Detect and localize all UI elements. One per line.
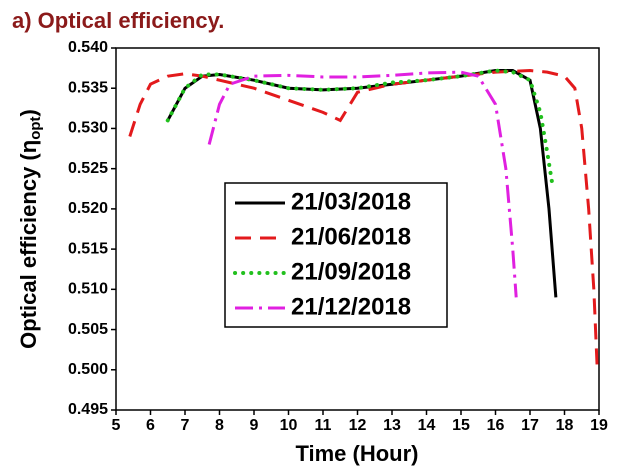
x-tick-label: 7 (181, 417, 190, 434)
x-tick-label: 15 (452, 417, 470, 434)
y-tick-label: 0.495 (68, 401, 108, 418)
y-tick-label: 0.540 (68, 39, 108, 56)
x-tick-label: 16 (487, 417, 505, 434)
x-tick-label: 17 (521, 417, 539, 434)
legend-label: 21/09/2018 (291, 258, 411, 285)
y-tick-label: 0.530 (68, 120, 108, 137)
x-tick-label: 9 (250, 417, 259, 434)
x-tick-label: 6 (146, 417, 155, 434)
y-tick-label: 0.505 (68, 321, 108, 338)
legend: 21/03/2018 21/06/2018 21/09/2018 21/12/2018 (224, 182, 448, 328)
series-line (165, 68, 555, 187)
x-tick-label: 18 (556, 417, 574, 434)
chart-title: a) Optical efficiency. (12, 8, 224, 33)
x-tick-label: 13 (383, 417, 401, 434)
y-label-close: ) (16, 109, 41, 116)
x-tick-label: 5 (112, 417, 121, 434)
series-line (128, 69, 599, 370)
y-tick-label: 0.520 (68, 200, 108, 217)
y-tick-label: 0.535 (68, 79, 108, 96)
y-tick-label: 0.515 (68, 240, 108, 257)
x-tick-label: 12 (349, 417, 367, 434)
y-label-subscript: opt (27, 116, 44, 139)
x-tick-label: 11 (315, 417, 332, 434)
x-tick-label: 19 (590, 417, 608, 434)
y-axis-label: Optical efficiency (ηopt) (16, 109, 44, 349)
legend-label: 21/12/2018 (291, 293, 411, 320)
x-tick-label: 10 (280, 417, 298, 434)
x-tick-label: 8 (215, 417, 224, 434)
y-label-main: Optical efficiency (η (16, 140, 41, 349)
legend-label: 21/03/2018 (291, 188, 411, 215)
y-tick-label: 0.510 (68, 281, 108, 298)
y-tick-label: 0.525 (68, 160, 108, 177)
y-tick-label: 0.500 (68, 361, 108, 378)
series-line (207, 70, 518, 298)
legend-label: 21/06/2018 (291, 223, 411, 250)
x-axis-label: Time (Hour) (295, 441, 418, 466)
x-tick-label: 14 (418, 417, 436, 434)
legend-box (224, 182, 448, 328)
